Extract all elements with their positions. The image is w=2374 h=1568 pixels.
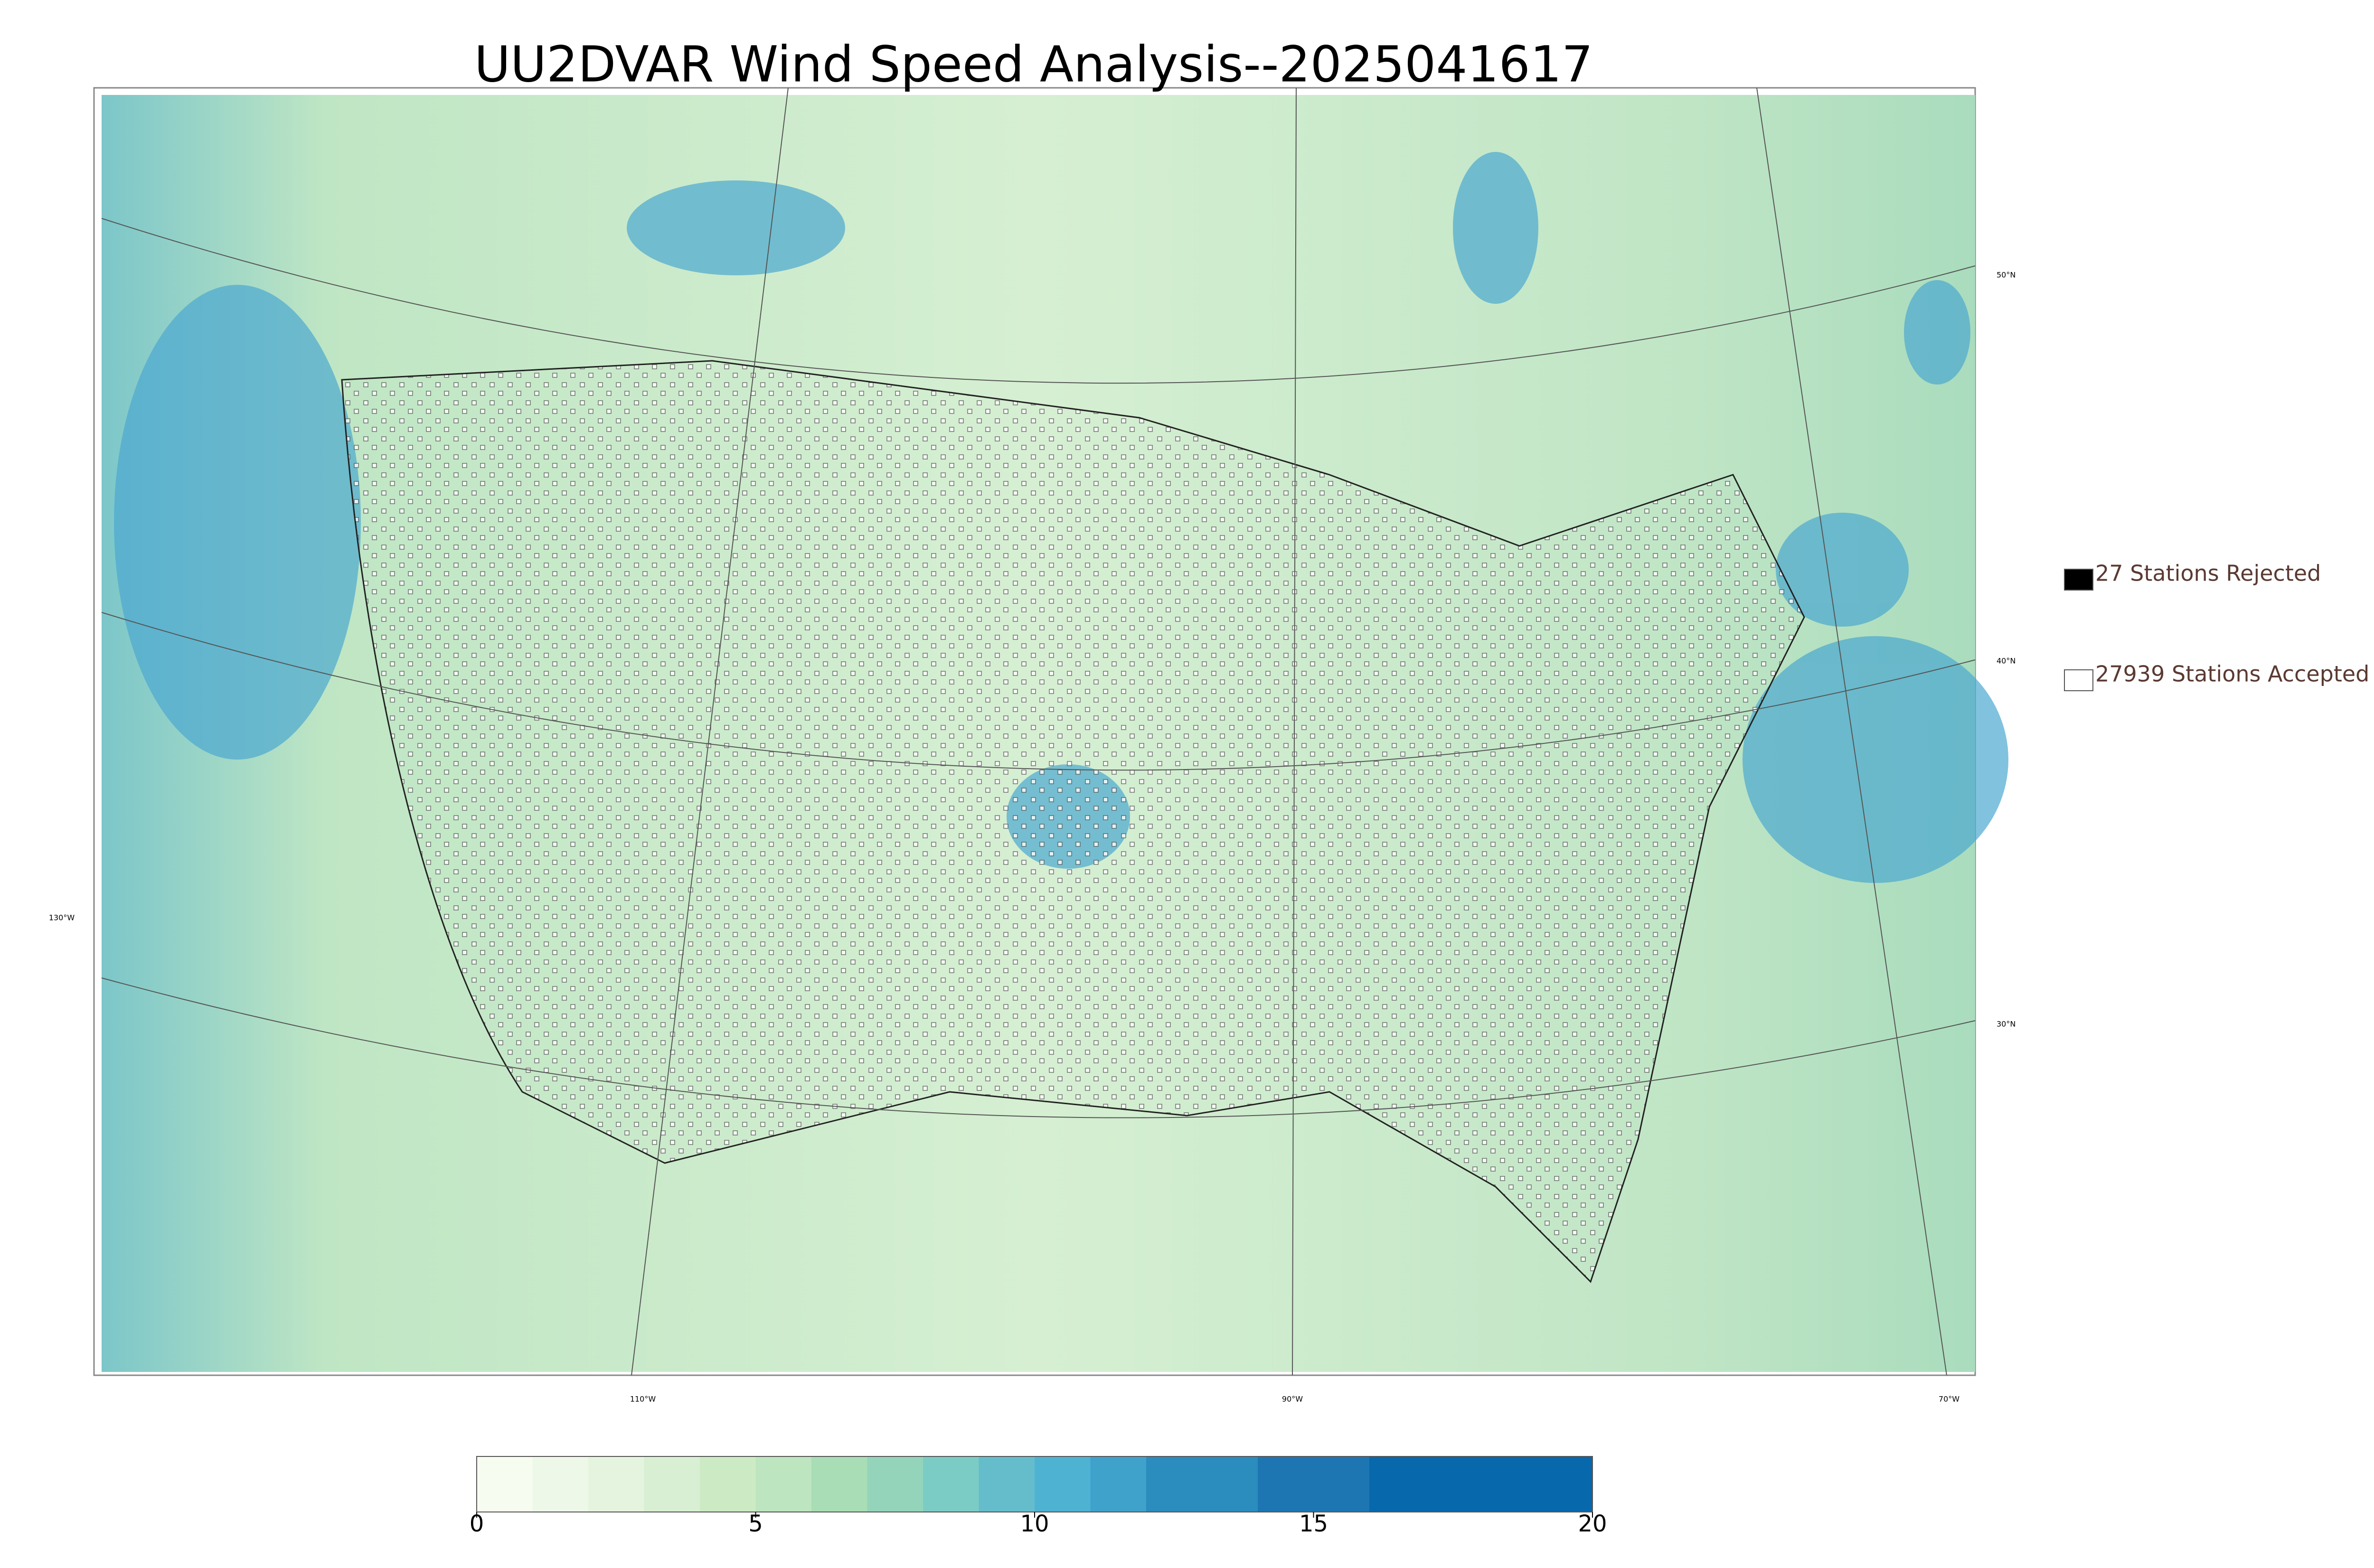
colorbar-segment <box>644 1456 700 1512</box>
colorbar-tick-label: 10 <box>1020 1511 1049 1537</box>
legend-swatch <box>2064 669 2093 691</box>
colorbar-segment <box>1313 1456 1370 1512</box>
colorbar-tick-label: 20 <box>1578 1511 1607 1537</box>
latitude-label: 40°N <box>1997 657 2016 666</box>
longitude-label: 130°W <box>49 913 75 922</box>
latitude-label: 30°N <box>1997 1020 2016 1029</box>
longitude-label: 90°W <box>1282 1395 1303 1404</box>
colorbar-segment <box>811 1456 867 1512</box>
colorbar-segment <box>1035 1456 1091 1512</box>
colorbar-segment <box>1425 1456 1481 1512</box>
longitude-label: 70°W <box>1939 1395 1959 1404</box>
colorbar-segment <box>755 1456 812 1512</box>
graticule-lines <box>101 87 1976 1376</box>
colorbar-segment <box>867 1456 923 1512</box>
colorbar-tick-label: 5 <box>748 1511 763 1537</box>
colorbar-segment <box>1258 1456 1314 1512</box>
coastline <box>341 360 1805 1283</box>
colorbar-segment <box>1369 1456 1425 1512</box>
colorbar-segment <box>1090 1456 1147 1512</box>
colorbar-segment <box>979 1456 1035 1512</box>
colorbar-tick-label: 0 <box>470 1511 484 1537</box>
colorbar-segment <box>923 1456 979 1512</box>
legend-label: 27 Stations Rejected <box>2095 561 2321 586</box>
wind-blobs <box>114 152 2008 883</box>
colorbar-segment <box>477 1456 533 1512</box>
legend-swatch <box>2064 569 2093 591</box>
colorbar-segment <box>588 1456 644 1512</box>
longitude-label: 110°W <box>630 1395 656 1404</box>
colorbar-segment <box>532 1456 589 1512</box>
colorbar-segment <box>700 1456 756 1512</box>
colorbar-segment <box>1481 1456 1537 1512</box>
colorbar-segment <box>1146 1456 1202 1512</box>
title: UU2DVAR Wind Speed Analysis--2025041617 <box>474 35 1593 93</box>
legend-label: 27939 Stations Accepted <box>2095 661 2369 687</box>
station-markers <box>342 361 1804 1282</box>
colorbar-segment <box>1536 1456 1593 1512</box>
latitude-label: 50°N <box>1997 271 2016 280</box>
colorbar-tick-label: 15 <box>1299 1511 1328 1537</box>
colorbar-segment <box>1202 1456 1258 1512</box>
